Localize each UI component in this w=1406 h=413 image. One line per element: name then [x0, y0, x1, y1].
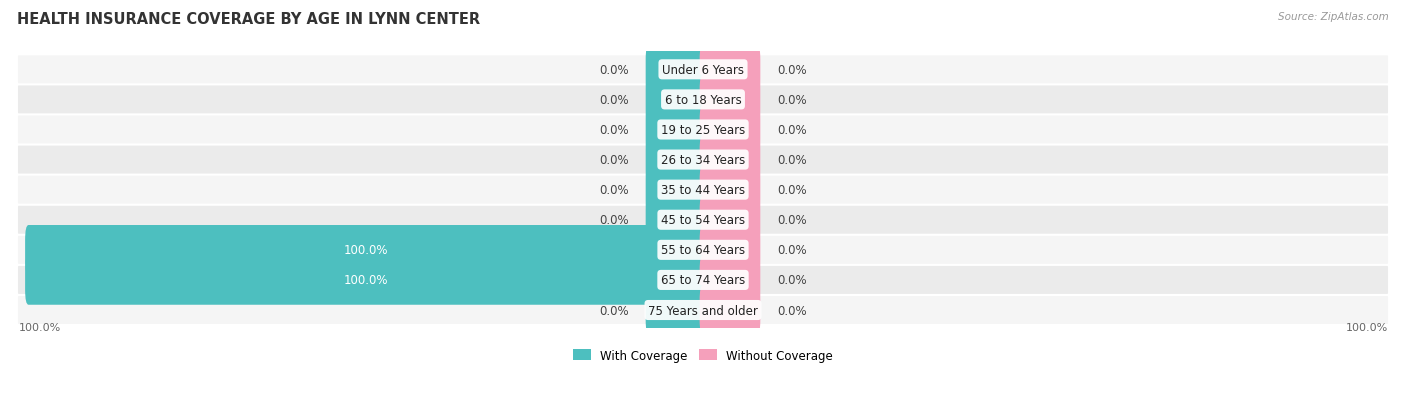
- FancyBboxPatch shape: [700, 166, 761, 215]
- Text: 0.0%: 0.0%: [778, 304, 807, 317]
- FancyBboxPatch shape: [645, 45, 706, 95]
- Text: 45 to 54 Years: 45 to 54 Years: [661, 214, 745, 227]
- FancyBboxPatch shape: [25, 256, 706, 305]
- FancyBboxPatch shape: [645, 135, 706, 185]
- Text: 100.0%: 100.0%: [1346, 322, 1388, 332]
- FancyBboxPatch shape: [700, 135, 761, 185]
- FancyBboxPatch shape: [18, 296, 1388, 324]
- Text: 0.0%: 0.0%: [599, 154, 628, 167]
- Legend: With Coverage, Without Coverage: With Coverage, Without Coverage: [568, 344, 838, 367]
- FancyBboxPatch shape: [18, 146, 1388, 174]
- FancyBboxPatch shape: [645, 76, 706, 125]
- FancyBboxPatch shape: [645, 166, 706, 215]
- FancyBboxPatch shape: [700, 195, 761, 245]
- Text: 75 Years and older: 75 Years and older: [648, 304, 758, 317]
- Text: 0.0%: 0.0%: [599, 184, 628, 197]
- Text: 0.0%: 0.0%: [778, 244, 807, 257]
- FancyBboxPatch shape: [18, 86, 1388, 114]
- Text: 26 to 34 Years: 26 to 34 Years: [661, 154, 745, 167]
- Text: 0.0%: 0.0%: [599, 304, 628, 317]
- FancyBboxPatch shape: [700, 45, 761, 95]
- Text: 55 to 64 Years: 55 to 64 Years: [661, 244, 745, 257]
- FancyBboxPatch shape: [700, 105, 761, 155]
- Text: 0.0%: 0.0%: [778, 184, 807, 197]
- Text: 6 to 18 Years: 6 to 18 Years: [665, 94, 741, 107]
- Text: 35 to 44 Years: 35 to 44 Years: [661, 184, 745, 197]
- Text: 0.0%: 0.0%: [599, 214, 628, 227]
- Text: 0.0%: 0.0%: [599, 64, 628, 77]
- Text: 100.0%: 100.0%: [343, 274, 388, 287]
- FancyBboxPatch shape: [18, 266, 1388, 294]
- FancyBboxPatch shape: [645, 285, 706, 335]
- FancyBboxPatch shape: [18, 176, 1388, 204]
- FancyBboxPatch shape: [700, 285, 761, 335]
- FancyBboxPatch shape: [18, 236, 1388, 264]
- FancyBboxPatch shape: [18, 56, 1388, 84]
- FancyBboxPatch shape: [700, 256, 761, 305]
- Text: 100.0%: 100.0%: [343, 244, 388, 257]
- Text: HEALTH INSURANCE COVERAGE BY AGE IN LYNN CENTER: HEALTH INSURANCE COVERAGE BY AGE IN LYNN…: [17, 12, 479, 27]
- Text: 0.0%: 0.0%: [778, 274, 807, 287]
- Text: 0.0%: 0.0%: [778, 214, 807, 227]
- Text: Under 6 Years: Under 6 Years: [662, 64, 744, 77]
- Text: 0.0%: 0.0%: [778, 154, 807, 167]
- FancyBboxPatch shape: [25, 225, 706, 275]
- Text: 65 to 74 Years: 65 to 74 Years: [661, 274, 745, 287]
- FancyBboxPatch shape: [18, 116, 1388, 144]
- FancyBboxPatch shape: [645, 195, 706, 245]
- Text: 0.0%: 0.0%: [778, 94, 807, 107]
- Text: 19 to 25 Years: 19 to 25 Years: [661, 123, 745, 137]
- Text: 0.0%: 0.0%: [778, 123, 807, 137]
- FancyBboxPatch shape: [18, 206, 1388, 234]
- Text: 100.0%: 100.0%: [18, 322, 60, 332]
- FancyBboxPatch shape: [645, 105, 706, 155]
- Text: Source: ZipAtlas.com: Source: ZipAtlas.com: [1278, 12, 1389, 22]
- FancyBboxPatch shape: [700, 225, 761, 275]
- FancyBboxPatch shape: [700, 76, 761, 125]
- Text: 0.0%: 0.0%: [599, 123, 628, 137]
- Text: 0.0%: 0.0%: [599, 94, 628, 107]
- Text: 0.0%: 0.0%: [778, 64, 807, 77]
